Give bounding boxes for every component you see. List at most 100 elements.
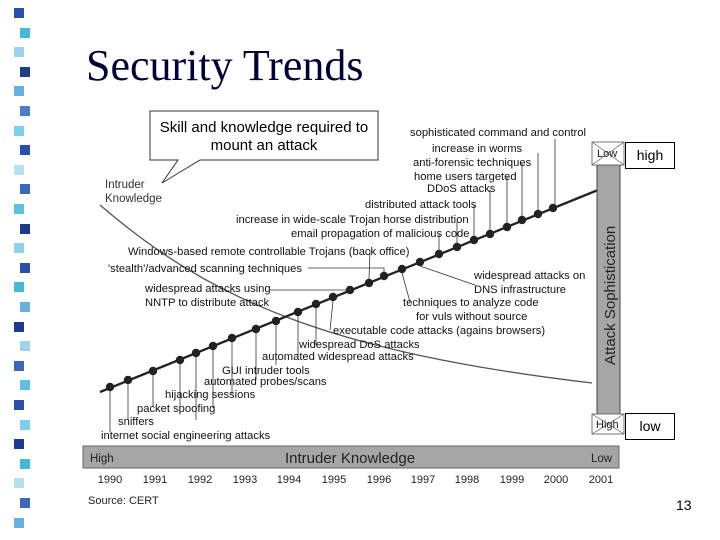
decorative-square [14, 439, 24, 450]
callout-text: Skill and knowledge required to mount an… [159, 119, 369, 154]
attack-point [397, 264, 407, 274]
attack-point [415, 257, 425, 267]
decorative-square [14, 125, 24, 136]
decorative-square [20, 341, 30, 352]
attack-point [271, 316, 281, 326]
year-tick: 2000 [544, 474, 568, 486]
attack-label: sniffers [118, 416, 154, 428]
attack-point [548, 203, 558, 213]
attack-point [123, 375, 133, 385]
decorative-square [20, 184, 30, 195]
attack-label: hijacking sessions [165, 389, 256, 401]
attack-label: widespread attacks using [144, 283, 271, 295]
decorative-square [20, 380, 30, 391]
attack-point [191, 348, 201, 358]
decorative-square [14, 517, 24, 528]
decorative-square [14, 204, 24, 214]
year-tick: 2001 [589, 474, 613, 486]
attack-label: DNS infrastructure [474, 284, 566, 296]
attack-point [502, 222, 512, 232]
year-tick: 1996 [367, 474, 391, 486]
attack-label: widespread DoS attacks [298, 339, 420, 351]
decorative-square [14, 478, 24, 489]
bottom-bar-high: High [90, 453, 114, 465]
attack-point [311, 299, 321, 309]
attack-label: increase in wide-scale Trojan horse dist… [236, 214, 469, 226]
attack-sophistication-label: Attack Sophistication [602, 226, 619, 365]
slide-title: Security Trends [86, 41, 364, 90]
attack-label: anti-forensic techniques [413, 157, 532, 169]
decorative-square [20, 302, 30, 312]
attack-label: increase in worms [432, 143, 523, 155]
attack-label: 'stealth'/advanced scanning techniques [108, 263, 302, 275]
attack-label: home users targeted [414, 171, 517, 183]
attack-label: GUI intruder tools [222, 365, 310, 377]
attack-label: packet spoofing [137, 403, 215, 415]
attack-point [364, 278, 374, 288]
attack-point [251, 324, 261, 334]
year-tick: 1991 [143, 474, 167, 486]
attack-label: widespread attacks on [473, 270, 585, 282]
year-tick: 1992 [188, 474, 212, 486]
decorative-square [20, 419, 30, 430]
bottom-bar-title: Intruder Knowledge [285, 450, 415, 467]
attack-label: Windows-based remote controllable Trojan… [128, 246, 410, 258]
leader-lines [109, 139, 556, 432]
attack-label: email propagation of malicious code [291, 228, 469, 240]
year-tick: 1998 [455, 474, 479, 486]
intruder-knowledge-curve [99, 204, 593, 384]
attack-point [469, 235, 479, 245]
attack-point [328, 292, 338, 302]
decorative-square [14, 360, 24, 371]
decorative-square [14, 86, 24, 97]
decorative-square [14, 282, 24, 293]
attack-point [175, 355, 185, 365]
attack-label: NNTP to distribute attack [145, 297, 270, 309]
attack-point [379, 271, 389, 281]
year-tick: 1994 [277, 474, 301, 486]
attack-label: for vuls without source [416, 311, 527, 323]
attack-point [227, 333, 237, 343]
attack-label: sophisticated command and control [410, 127, 586, 139]
intruder-knowledge-label: Knowledge [105, 193, 162, 205]
attack-label: techniques to analyze code [403, 297, 539, 309]
decorative-square [14, 321, 24, 332]
decorative-square [20, 458, 30, 469]
attack-point [485, 229, 495, 239]
right-axis-low-label: Low [597, 148, 617, 160]
attack-point [452, 242, 462, 252]
decorative-square [14, 243, 24, 254]
intruder-knowledge-bar [82, 445, 620, 469]
attack-label: distributed attack tools [365, 199, 477, 211]
attack-point [208, 341, 218, 351]
attack-point [533, 209, 543, 219]
year-tick: 1995 [322, 474, 346, 486]
decorative-square [20, 27, 30, 38]
attack-label: DDoS attacks [427, 183, 496, 195]
source-label: Source: CERT [88, 495, 159, 507]
attack-label: executable code attacks (agains browsers… [333, 325, 545, 337]
attack-point [434, 249, 444, 259]
attack-point [517, 215, 527, 225]
callout-bubble [149, 110, 379, 184]
decorative-square [20, 66, 30, 77]
decorative-square [14, 47, 24, 58]
decorative-square [20, 106, 30, 116]
attack-points [105, 203, 558, 392]
decorative-square [14, 8, 24, 18]
year-tick: 1999 [500, 474, 524, 486]
intruder-knowledge-label: Intruder [105, 179, 145, 191]
page-number: 13 [676, 497, 692, 513]
attack-point [105, 382, 115, 392]
bottom-bar-low: Low [591, 453, 613, 465]
attack-label: internet social engineering attacks [101, 430, 271, 442]
attack-point [148, 366, 158, 376]
year-tick: 1997 [411, 474, 435, 486]
right-axis-high-label: High [596, 419, 619, 431]
decorative-square [20, 223, 30, 234]
year-tick: 1993 [233, 474, 257, 486]
attack-label: automated probes/scans [204, 376, 327, 388]
decorative-square [20, 498, 30, 508]
attack-point [293, 307, 303, 317]
